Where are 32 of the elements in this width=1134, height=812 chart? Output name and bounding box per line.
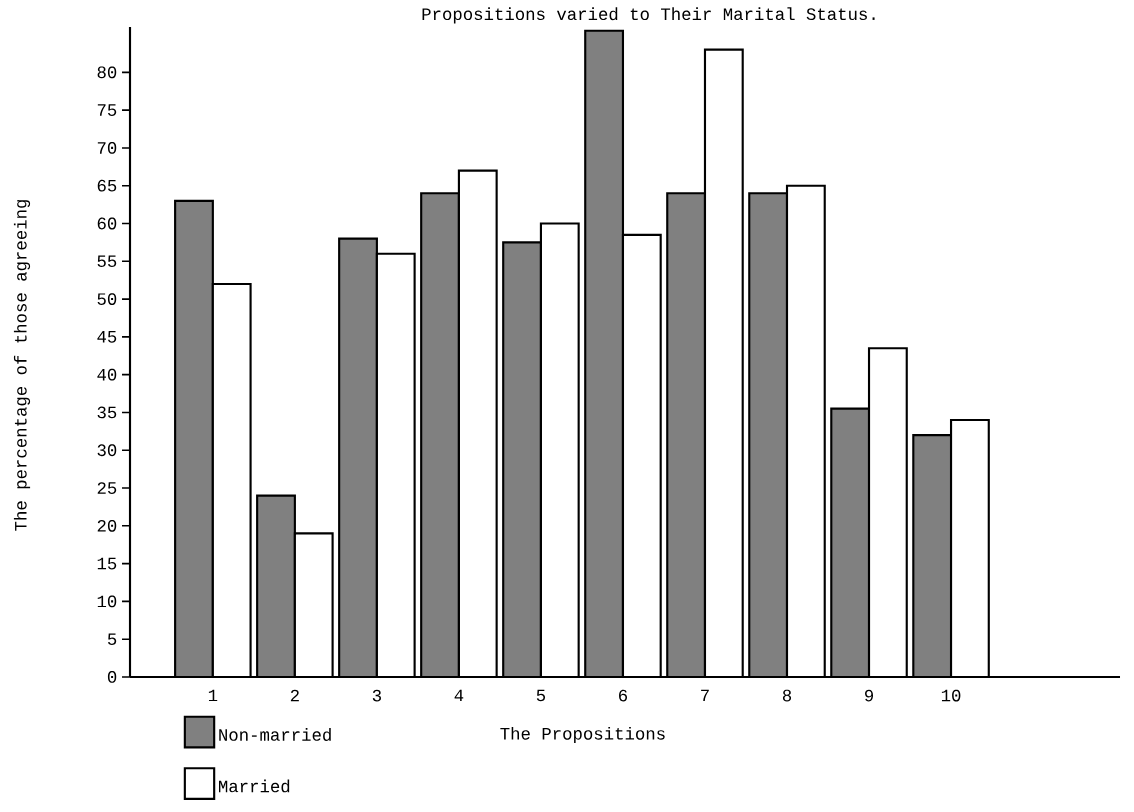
- x-tick-label: 9: [865, 689, 874, 702]
- x-tick-label: 5: [536, 689, 546, 702]
- y-tick-label: 55: [97, 255, 117, 268]
- y-tick-label: 80: [97, 66, 117, 79]
- x-tick-label: 6: [619, 689, 628, 702]
- y-tick-label: 45: [97, 331, 117, 343]
- x-tick-label: 1: [208, 689, 218, 702]
- chart-title: Propositions varied to Their Marital Status.: [422, 7, 875, 24]
- x-tick-label: 10: [941, 689, 961, 702]
- x-axis-title: The Propositions: [500, 726, 665, 744]
- x-tick-label: 4: [454, 689, 464, 702]
- y-tick-label: 25: [97, 482, 117, 494]
- y-tick-label: 15: [97, 557, 117, 570]
- y-tick-label: 75: [97, 104, 117, 116]
- y-tick-label: 5: [107, 633, 117, 645]
- legend-label: Non-married: [219, 728, 331, 741]
- y-tick-label: 0: [107, 671, 117, 683]
- y-tick-label: 20: [97, 519, 117, 532]
- y-tick-label: 70: [97, 142, 117, 154]
- y-tick-label: 60: [97, 217, 117, 230]
- y-tick-label: 50: [97, 293, 117, 305]
- y-tick-label: 10: [97, 595, 117, 608]
- y-tick-label: 65: [97, 179, 117, 192]
- y-axis-title: The percentage of those agreeing: [13, 200, 31, 531]
- x-tick-label: 3: [372, 689, 381, 702]
- x-tick-label: 7: [701, 689, 709, 702]
- y-tick-label: 30: [97, 444, 117, 457]
- y-tick-label: 40: [97, 368, 117, 381]
- x-tick-label: 8: [782, 689, 792, 702]
- x-tick-label: 2: [290, 689, 299, 702]
- legend-label: Married: [219, 779, 290, 793]
- y-tick-label: 35: [97, 406, 117, 419]
